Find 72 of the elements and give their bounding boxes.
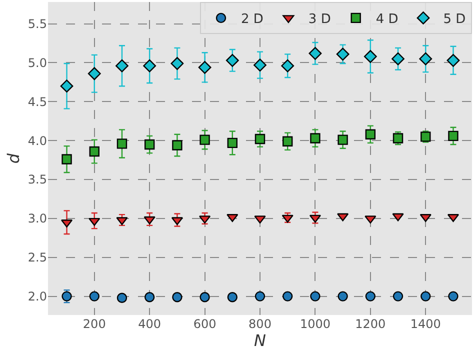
point bbox=[448, 130, 458, 142]
point bbox=[171, 217, 183, 226]
point bbox=[88, 67, 101, 80]
y-tick-label: 2.5 bbox=[28, 250, 47, 265]
point bbox=[365, 291, 376, 302]
point bbox=[88, 218, 100, 226]
point bbox=[89, 291, 100, 302]
point bbox=[172, 140, 182, 150]
point bbox=[392, 52, 404, 66]
point bbox=[144, 292, 155, 302]
x-tick-label: 1400 bbox=[410, 317, 441, 331]
point bbox=[200, 292, 210, 302]
point bbox=[392, 291, 404, 302]
point bbox=[170, 57, 184, 70]
point bbox=[420, 291, 431, 302]
point bbox=[116, 59, 128, 72]
point bbox=[172, 292, 182, 302]
point bbox=[365, 129, 376, 140]
point bbox=[116, 138, 128, 149]
point bbox=[308, 46, 322, 60]
point bbox=[336, 48, 350, 61]
legend-label: 3 D bbox=[308, 12, 331, 28]
point bbox=[254, 134, 266, 144]
y-tick-label: 2.0 bbox=[28, 290, 47, 304]
point bbox=[200, 134, 210, 145]
legend-label: 2 D bbox=[241, 12, 264, 28]
point bbox=[60, 80, 74, 93]
y-tick-label: 5.5 bbox=[28, 17, 47, 31]
point bbox=[338, 134, 348, 145]
x-tick-label: 400 bbox=[138, 317, 162, 331]
point bbox=[282, 214, 294, 223]
point bbox=[446, 54, 460, 67]
y-tick-label: 4.5 bbox=[28, 94, 47, 109]
point bbox=[62, 154, 72, 164]
point bbox=[89, 146, 100, 157]
point bbox=[254, 216, 266, 224]
point bbox=[227, 138, 238, 148]
x-tick-label: 600 bbox=[193, 317, 216, 331]
point bbox=[338, 291, 348, 302]
point bbox=[144, 139, 155, 150]
point bbox=[310, 291, 320, 302]
point bbox=[281, 59, 294, 72]
point bbox=[337, 213, 349, 222]
legend-label: 4 D bbox=[376, 12, 398, 28]
x-tick-label: 1000 bbox=[300, 317, 330, 331]
x-axis-title: N bbox=[254, 331, 266, 350]
point bbox=[310, 133, 320, 144]
point bbox=[364, 216, 376, 224]
y-tick-label: 3.5 bbox=[28, 172, 47, 187]
point bbox=[116, 292, 128, 303]
point bbox=[254, 291, 266, 302]
point bbox=[364, 50, 377, 63]
point bbox=[419, 52, 432, 66]
point bbox=[116, 217, 128, 226]
y-tick-label: 5.0 bbox=[28, 56, 47, 70]
point bbox=[198, 60, 212, 74]
y-tick-label: 4.0 bbox=[28, 134, 47, 148]
x-tick-label: 1200 bbox=[355, 317, 386, 331]
point bbox=[392, 213, 404, 222]
legend-label: 5 D bbox=[443, 12, 466, 28]
point bbox=[282, 291, 293, 302]
x-tick-label: 200 bbox=[82, 317, 106, 331]
y-tick-label: 3.0 bbox=[28, 212, 47, 226]
point bbox=[143, 59, 156, 72]
x-tick-label: 800 bbox=[248, 317, 272, 331]
point bbox=[144, 216, 156, 224]
point bbox=[226, 54, 239, 67]
point bbox=[282, 136, 293, 146]
point bbox=[227, 292, 238, 302]
point bbox=[254, 58, 266, 72]
y-axis-title: d bbox=[4, 152, 23, 164]
point bbox=[448, 291, 458, 302]
